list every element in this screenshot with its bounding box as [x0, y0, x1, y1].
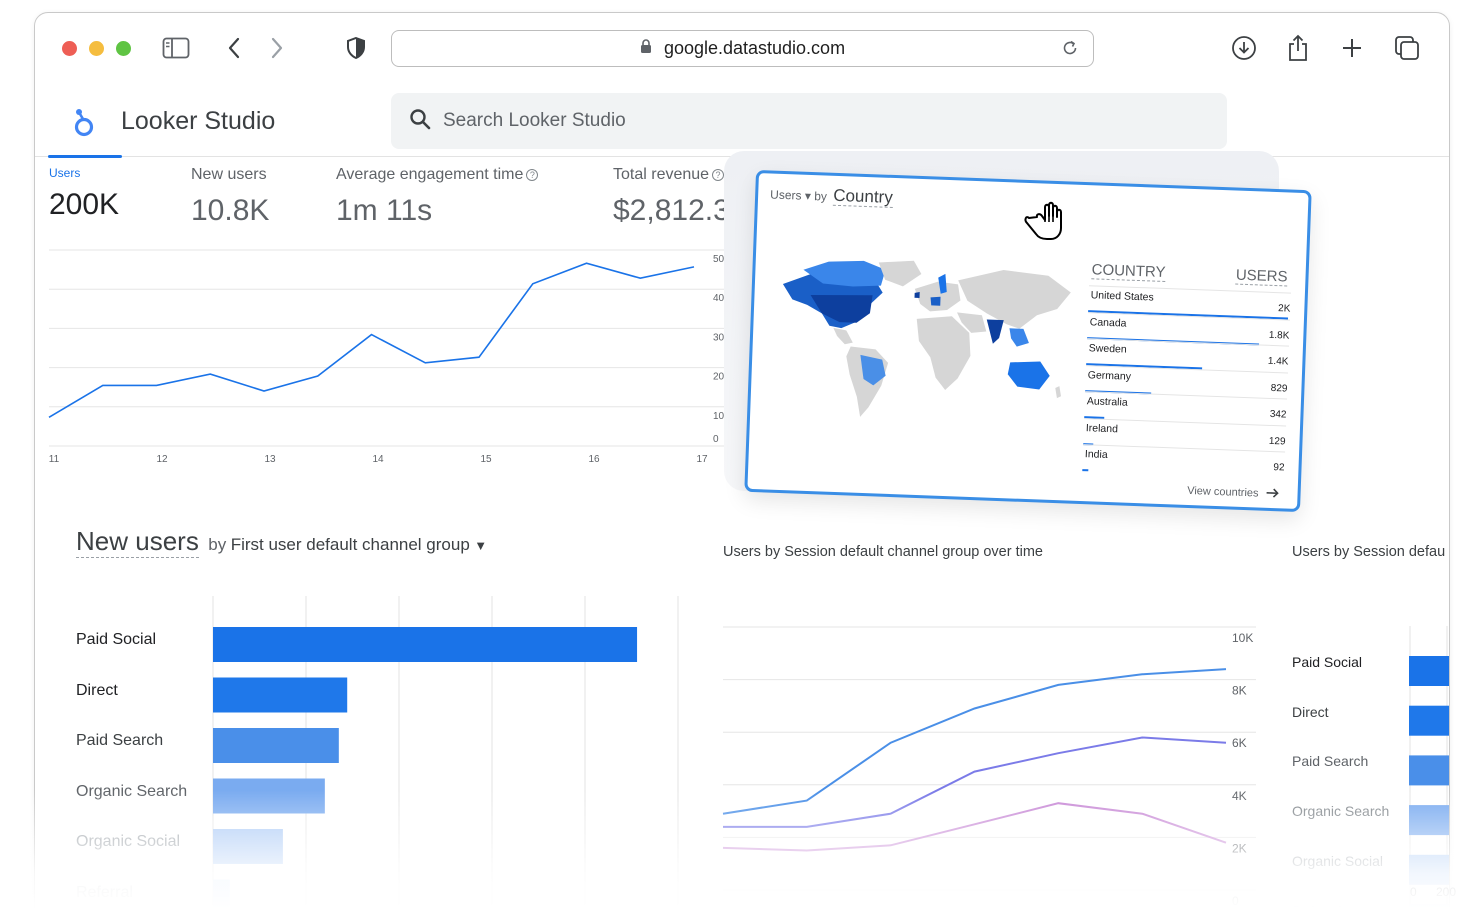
metric-label: Average engagement time: [336, 166, 524, 183]
tabs-icon[interactable]: [1392, 33, 1422, 63]
map-brazil: [860, 354, 886, 386]
map-usa: [810, 295, 873, 323]
y-tick-label: 400: [713, 293, 730, 304]
metric-label: New users: [191, 166, 267, 183]
app-header: Looker Studio: [35, 85, 1449, 157]
x-tick-label: 11: [49, 454, 60, 465]
new-tab-icon[interactable]: [1337, 33, 1367, 63]
search-input[interactable]: [443, 110, 1143, 132]
shield-icon[interactable]: [341, 33, 371, 63]
map-central-america: [833, 327, 853, 345]
bar: [213, 728, 339, 763]
bar: [1409, 854, 1449, 885]
x-tick-label: 0: [1410, 885, 1417, 899]
metric-selector[interactable]: New users: [76, 526, 199, 558]
app-title: Looker Studio: [121, 107, 276, 135]
category-label: Paid Social: [76, 631, 157, 648]
y-tick-label: 300: [713, 332, 730, 343]
y-tick-label: 200: [713, 372, 730, 383]
bar: [213, 627, 638, 662]
metric-engagement-time[interactable]: Average engagement time? 1m 11s: [336, 166, 539, 228]
session-chart-title: Users by Session default channel group o…: [723, 544, 1043, 560]
map-ireland: [914, 291, 920, 298]
metric-users[interactable]: Users 200K: [49, 166, 119, 222]
forward-icon[interactable]: [262, 33, 292, 63]
close-window-button[interactable]: [62, 41, 77, 56]
zoom-window-button[interactable]: [116, 41, 131, 56]
map-greenland: [878, 260, 922, 287]
metric-label: Total revenue: [613, 166, 710, 183]
search-bar[interactable]: [391, 93, 1227, 149]
x-tick-label: 16: [588, 454, 600, 465]
x-tick-label: 13: [264, 454, 276, 465]
x-tick-label: 15: [480, 454, 492, 465]
url-text: google.datastudio.com: [663, 38, 846, 58]
category-label: Paid Search: [1292, 753, 1369, 770]
x-tick-label: 200: [1436, 885, 1456, 899]
y-tick-label: 10K: [1232, 631, 1253, 645]
sidebar-icon[interactable]: [161, 33, 191, 63]
bar: [1409, 805, 1449, 836]
bar: [1409, 705, 1449, 736]
map-europe: [914, 281, 961, 312]
y-tick-label: 500: [713, 254, 730, 265]
metric-tab-indicator: [48, 155, 122, 158]
metric-new-users[interactable]: New users 10.8K: [191, 166, 269, 228]
bar: [1409, 656, 1449, 686]
share-icon[interactable]: [1283, 33, 1313, 63]
category-label: Direct: [1292, 703, 1329, 720]
map-middle-east: [957, 312, 987, 333]
address-bar[interactable]: google.datastudio.com: [391, 30, 1094, 67]
reload-icon[interactable]: [1061, 39, 1079, 62]
y-tick-label: 100: [713, 411, 730, 422]
map-asia: [958, 270, 1071, 329]
back-icon[interactable]: [219, 33, 249, 63]
arrow-right-icon: [1261, 488, 1279, 501]
map-australia: [1007, 361, 1050, 390]
x-tick-label: 14: [372, 454, 384, 465]
search-icon: [409, 108, 431, 135]
metric-value: 1m 11s: [336, 194, 433, 227]
metric-value: 10.8K: [191, 194, 270, 227]
bar: [1409, 904, 1449, 909]
lock-icon: [640, 38, 652, 59]
dimension-selector[interactable]: First user default channel group: [230, 535, 470, 554]
category-label: Direct: [76, 681, 118, 699]
minimize-window-button[interactable]: [89, 41, 104, 56]
x-tick-label: 17: [696, 454, 708, 465]
download-icon[interactable]: [1229, 33, 1259, 63]
view-countries-link[interactable]: View countries: [1187, 485, 1280, 500]
map-africa: [916, 316, 971, 390]
map-india: [986, 319, 1004, 344]
new-users-chart-title: New users by First user default channel …: [76, 526, 488, 558]
browser-toolbar: google.datastudio.com: [35, 13, 1449, 85]
help-icon[interactable]: ?: [526, 169, 539, 181]
y-tick-label: 0: [713, 434, 719, 445]
category-label: Paid Social: [1292, 654, 1363, 670]
session-right-title: Users by Session defau: [1292, 544, 1446, 560]
metric-label: Users: [49, 166, 81, 180]
y-tick-label: 6K: [1232, 736, 1247, 750]
map-germany: [930, 296, 941, 306]
caret-down-icon[interactable]: ▼: [474, 538, 488, 553]
metric-value: 200K: [49, 188, 120, 221]
map-se-asia: [1009, 328, 1029, 347]
grab-cursor-icon: [1020, 198, 1066, 247]
map-new-zealand: [1055, 386, 1061, 399]
bar: [1409, 755, 1449, 786]
category-label: Paid Search: [76, 732, 164, 749]
world-map[interactable]: [768, 254, 1074, 435]
x-tick-label: 12: [156, 454, 168, 465]
users-series-line: [48, 262, 695, 418]
by-text: by: [208, 535, 227, 554]
looker-studio-logo-icon: [72, 107, 98, 142]
y-tick-label: 8K: [1232, 684, 1247, 698]
bar: [213, 677, 348, 713]
map-sweden: [938, 273, 947, 294]
help-icon[interactable]: ?: [712, 169, 725, 181]
users-by-country-card[interactable]: Users ▾ by Country COUNTRY USERS View co…: [744, 169, 1312, 513]
map-canada: [803, 260, 886, 287]
